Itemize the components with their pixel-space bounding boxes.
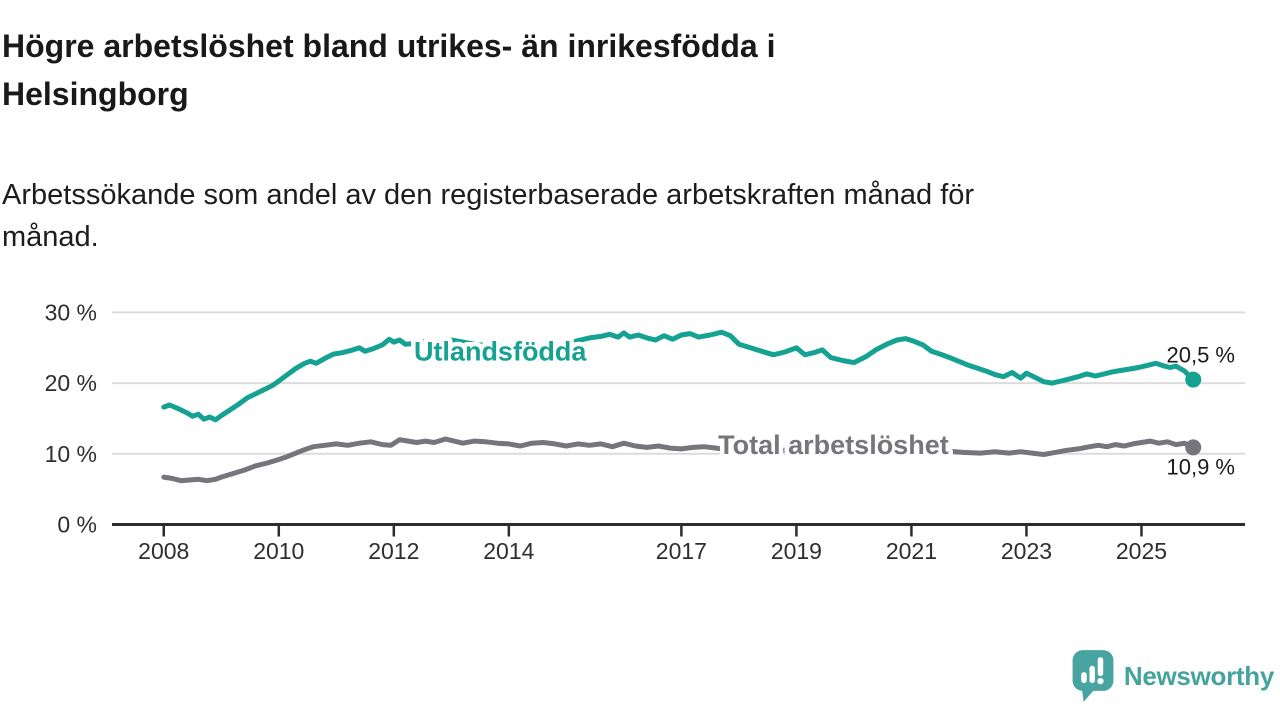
series-label-utlandsfodda: Utlandsfödda (414, 336, 587, 366)
newsworthy-logo-icon (1072, 650, 1114, 702)
chart-subtitle-line1: Arbetssökande som andel av den registerb… (2, 179, 975, 211)
end-dot-total-arbetsloshet (1185, 439, 1202, 456)
chart-subtitle: Arbetssökande som andel av den registerb… (2, 174, 974, 258)
y-tick-label: 0 % (57, 512, 97, 538)
x-tick-label: 2012 (368, 538, 419, 564)
x-tick-label: 2021 (886, 538, 937, 564)
x-tick-label: 2010 (253, 538, 304, 564)
series-label-total-arbetsloshet: Total arbetslöshet (718, 430, 949, 460)
series-label-halo-utlandsfodda: Utlandsfödda (414, 336, 587, 366)
x-tick-label: 2023 (1001, 538, 1052, 564)
x-tick-label: 2025 (1116, 538, 1167, 564)
chart-title: Högre arbetslöshet bland utrikes- än inr… (2, 22, 776, 118)
series-line-utlandsfodda (161, 329, 1196, 423)
chart-subtitle-line2: månad. (2, 221, 99, 253)
series-label-halo-total-arbetsloshet: Total arbetslöshet (718, 430, 949, 460)
end-value-label-utlandsfodda: 20,5 % (1167, 343, 1236, 368)
x-tick-label: 2019 (771, 538, 822, 564)
y-tick-label: 20 % (45, 370, 97, 396)
x-tick-label: 2014 (483, 538, 534, 564)
chart-title-line2: Helsingborg (2, 76, 189, 112)
newsworthy-logo: Newsworthy (1071, 648, 1274, 704)
chart-title-line1: Högre arbetslöshet bland utrikes- än inr… (2, 28, 776, 64)
series-line-total-arbetsloshet (161, 436, 1196, 484)
end-value-label-total-arbetsloshet: 10,9 % (1167, 454, 1236, 479)
y-tick-label: 30 % (45, 299, 97, 325)
end-dot-utlandsfodda (1185, 371, 1202, 388)
newsworthy-logo-text: Newsworthy (1123, 660, 1274, 691)
x-tick-label: 2017 (656, 538, 707, 564)
x-tick-label: 2008 (138, 538, 189, 564)
y-tick-label: 10 % (45, 441, 97, 467)
